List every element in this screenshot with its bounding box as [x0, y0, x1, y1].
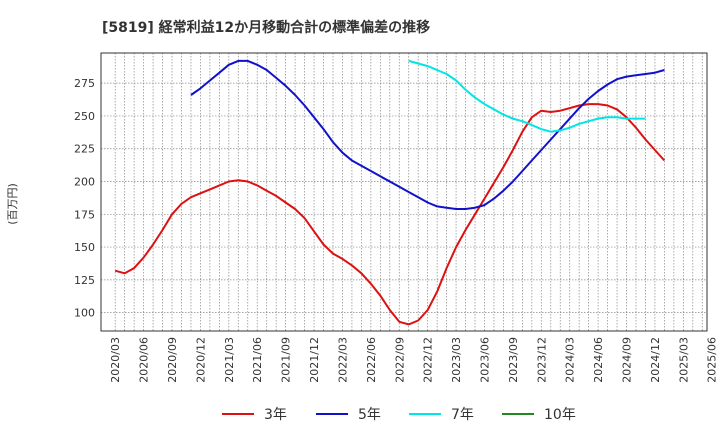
legend-label: 5年	[358, 407, 381, 423]
legend-label: 7年	[451, 407, 474, 423]
x-tick-labels: 2020/03 2020/06 2020/09 2020/12 2021/03 2021/…	[109, 337, 719, 383]
x-tick-label: 2023/12	[535, 337, 548, 383]
x-tick-label: 2024/03	[564, 337, 577, 383]
legend-label: 3年	[264, 407, 287, 423]
y-tick-label: 225	[74, 143, 95, 156]
x-tick-label: 2023/09	[507, 337, 520, 383]
x-tick-label: 2022/09	[393, 337, 406, 383]
x-tick-label: 2023/06	[478, 337, 491, 383]
x-tick-label: 2020/03	[109, 337, 122, 383]
legend-label: 10年	[544, 407, 576, 423]
series-line	[408, 59, 646, 133]
grid	[101, 53, 707, 331]
x-tick-label: 2020/09	[166, 337, 179, 383]
x-tick-label: 2020/06	[138, 337, 151, 383]
x-tick-label: 2021/09	[280, 337, 293, 383]
x-tick-label: 2022/03	[336, 337, 349, 383]
x-tick-label: 2024/12	[649, 337, 662, 383]
y-tick-label: 200	[74, 176, 95, 189]
chart-title: [5819] 経常利益12か月移動合計の標準偏差の推移	[102, 19, 430, 36]
series-line	[190, 59, 665, 210]
x-tick-label: 2024/09	[621, 337, 634, 383]
x-tick-label: 2025/03	[677, 337, 690, 383]
y-tick-label: 250	[74, 110, 95, 123]
y-tick-labels: 100 125 150 175 200 225 250 275	[74, 77, 95, 319]
y-tick-label: 125	[74, 274, 95, 287]
x-tick-label: 2021/12	[308, 337, 321, 383]
legend: 3年 5年 7年 10年	[222, 407, 576, 423]
x-tick-label: 2022/06	[365, 337, 378, 383]
series-layer	[114, 59, 666, 326]
plot-frame	[100, 52, 708, 332]
y-tick-label: 100	[74, 307, 95, 320]
x-tick-label: 2021/06	[251, 337, 264, 383]
x-tick-label: 2020/12	[194, 337, 207, 383]
x-tick-label: 2022/12	[422, 337, 435, 383]
y-axis-label: (百万円)	[6, 183, 19, 225]
y-tick-label: 275	[74, 77, 95, 90]
x-tick-label: 2024/06	[592, 337, 605, 383]
series-line	[114, 103, 666, 326]
y-tick-label: 175	[74, 208, 95, 221]
x-tick-label: 2025/06	[706, 337, 719, 383]
x-tick-label: 2021/03	[223, 337, 236, 383]
y-tick-label: 150	[74, 241, 95, 254]
x-tick-label: 2023/03	[450, 337, 463, 383]
